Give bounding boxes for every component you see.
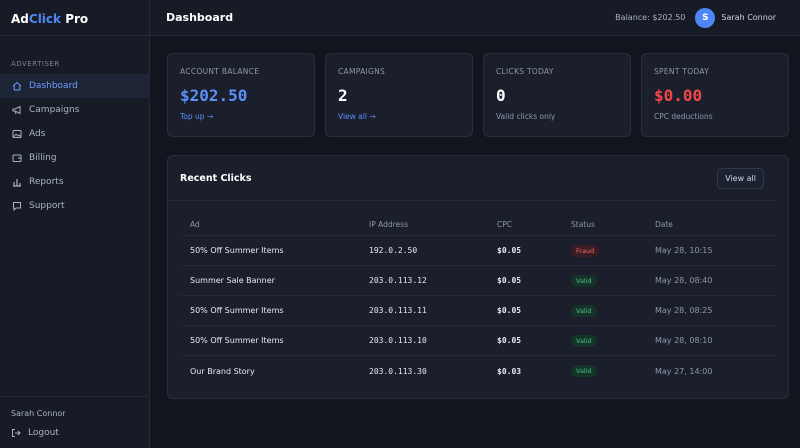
logo-prefix: Ad [11, 12, 29, 26]
cell-cpc: $0.05 [497, 276, 522, 285]
cell-cpc: $0.03 [497, 366, 522, 376]
sidebar-item-campaigns[interactable]: Campaigns [0, 98, 149, 122]
campaigns-card: CAMPAIGNS 2 View all → [325, 53, 473, 137]
cell-date: May 28, 08:40 [655, 276, 713, 285]
home-icon [12, 81, 22, 91]
cell-ad: Summer Sale Banner [190, 276, 275, 285]
cell-ip: 203.0.113.30 [369, 366, 427, 376]
sidebar-item-label: Ads [29, 129, 46, 139]
sidebar-footer: Sarah Connor Logout [0, 396, 149, 448]
card-value: 2 [338, 86, 348, 105]
column-header-ad: Ad [190, 220, 200, 229]
sidebar: AdClick Pro ADVERTISER Dashboard Campaig… [0, 0, 150, 448]
sidebar-section-label: ADVERTISER [11, 60, 60, 68]
chat-icon [12, 201, 22, 211]
recent-clicks-panel: Recent Clicks View all Ad IP Address CPC… [167, 155, 789, 399]
table-row[interactable]: Our Brand Story 203.0.113.30 $0.03 Valid… [180, 356, 776, 386]
recent-clicks-table: Ad IP Address CPC Status Date 50% Off Su… [180, 214, 776, 386]
cell-status: Valid [571, 365, 655, 377]
avatar[interactable]: S [695, 7, 716, 28]
cell-date: May 28, 10:15 [655, 246, 713, 255]
sidebar-user-name: Sarah Connor [11, 409, 66, 418]
logout-button[interactable]: Logout [11, 428, 138, 438]
cell-ip: 192.0.2.50 [369, 246, 418, 255]
header-user-name[interactable]: Sarah Connor [721, 13, 776, 22]
logout-icon [11, 428, 21, 438]
cell-ip: 203.0.113.12 [369, 276, 427, 285]
card-label: SPENT TODAY [654, 67, 710, 76]
logo-suffix: Pro [61, 12, 89, 26]
card-subtext: CPC deductions [654, 112, 713, 121]
spent-today-card: SPENT TODAY $0.00 CPC deductions [641, 53, 789, 137]
topbar: Dashboard Balance: $202.50 S Sarah Conno… [150, 0, 800, 36]
panel-title: Recent Clicks [180, 172, 252, 184]
column-header-date: Date [655, 220, 673, 229]
card-label: CLICKS TODAY [496, 67, 554, 76]
cell-status: Valid [571, 304, 655, 317]
table-row[interactable]: 50% Off Summer Items 203.0.113.11 $0.05 … [180, 296, 776, 326]
table-row[interactable]: 50% Off Summer Items 203.0.113.10 $0.05 … [180, 326, 776, 356]
bar-chart-icon [12, 177, 22, 187]
cell-ad: Our Brand Story [190, 366, 255, 376]
sidebar-item-label: Reports [29, 177, 64, 187]
top-up-link[interactable]: Top up → [180, 112, 214, 121]
status-badge: Valid [571, 274, 597, 287]
column-header-cpc: CPC [497, 220, 512, 229]
card-label: ACCOUNT BALANCE [180, 67, 260, 76]
app-logo[interactable]: AdClick Pro [0, 0, 149, 36]
cell-ip: 203.0.113.10 [369, 336, 427, 345]
sidebar-item-billing[interactable]: Billing [0, 146, 149, 170]
cell-status: Valid [571, 334, 655, 347]
cell-cpc: $0.05 [497, 336, 522, 345]
column-header-status: Status [571, 220, 595, 229]
status-badge: Valid [571, 334, 597, 347]
sidebar-item-label: Billing [29, 153, 57, 163]
column-header-ip: IP Address [369, 220, 408, 229]
sidebar-item-label: Dashboard [29, 81, 78, 91]
sidebar-item-dashboard[interactable]: Dashboard [0, 74, 149, 98]
cell-ad: 50% Off Summer Items [190, 306, 284, 315]
cell-date: May 28, 08:25 [655, 306, 713, 315]
stat-cards: ACCOUNT BALANCE $202.50 Top up → CAMPAIG… [167, 53, 789, 137]
card-value: $0.00 [654, 86, 703, 105]
panel-header: Recent Clicks View all [168, 156, 776, 201]
account-balance-card: ACCOUNT BALANCE $202.50 Top up → [167, 53, 315, 137]
logout-label: Logout [28, 428, 59, 438]
cell-ip: 203.0.113.11 [369, 306, 427, 315]
clicks-today-card: CLICKS TODAY 0 Valid clicks only [483, 53, 631, 137]
status-badge: Valid [571, 304, 597, 317]
table-row[interactable]: 50% Off Summer Items 192.0.2.50 $0.05 Fr… [180, 236, 776, 266]
cell-cpc: $0.05 [497, 306, 522, 315]
sidebar-item-reports[interactable]: Reports [0, 170, 149, 194]
cell-ad: 50% Off Summer Items [190, 246, 284, 255]
table-header-row: Ad IP Address CPC Status Date [180, 214, 776, 236]
wallet-icon [12, 153, 22, 163]
status-badge: Valid [571, 365, 597, 377]
logo-accent: Click [28, 12, 62, 26]
card-value: 0 [496, 86, 506, 105]
card-label: CAMPAIGNS [338, 67, 386, 76]
cell-status: Fraud [571, 244, 655, 257]
megaphone-icon [12, 105, 22, 115]
sidebar-item-support[interactable]: Support [0, 194, 149, 218]
card-value: $202.50 [180, 86, 248, 105]
cell-cpc: $0.05 [497, 246, 522, 255]
sidebar-item-label: Campaigns [29, 105, 80, 115]
cell-status: Valid [571, 274, 655, 287]
sidebar-item-ads[interactable]: Ads [0, 122, 149, 146]
page-title: Dashboard [166, 11, 234, 24]
table-row[interactable]: Summer Sale Banner 203.0.113.12 $0.05 Va… [180, 266, 776, 296]
cell-date: May 28, 08:10 [655, 336, 713, 345]
view-campaigns-link[interactable]: View all → [338, 112, 376, 121]
cell-date: May 27, 14:00 [655, 366, 713, 376]
card-subtext: Valid clicks only [496, 112, 556, 121]
header-balance: Balance: $202.50 [615, 13, 686, 22]
status-badge: Fraud [571, 244, 600, 257]
image-icon [12, 129, 22, 139]
sidebar-item-label: Support [29, 201, 65, 211]
cell-ad: 50% Off Summer Items [190, 336, 284, 345]
view-all-button[interactable]: View all [717, 167, 764, 189]
